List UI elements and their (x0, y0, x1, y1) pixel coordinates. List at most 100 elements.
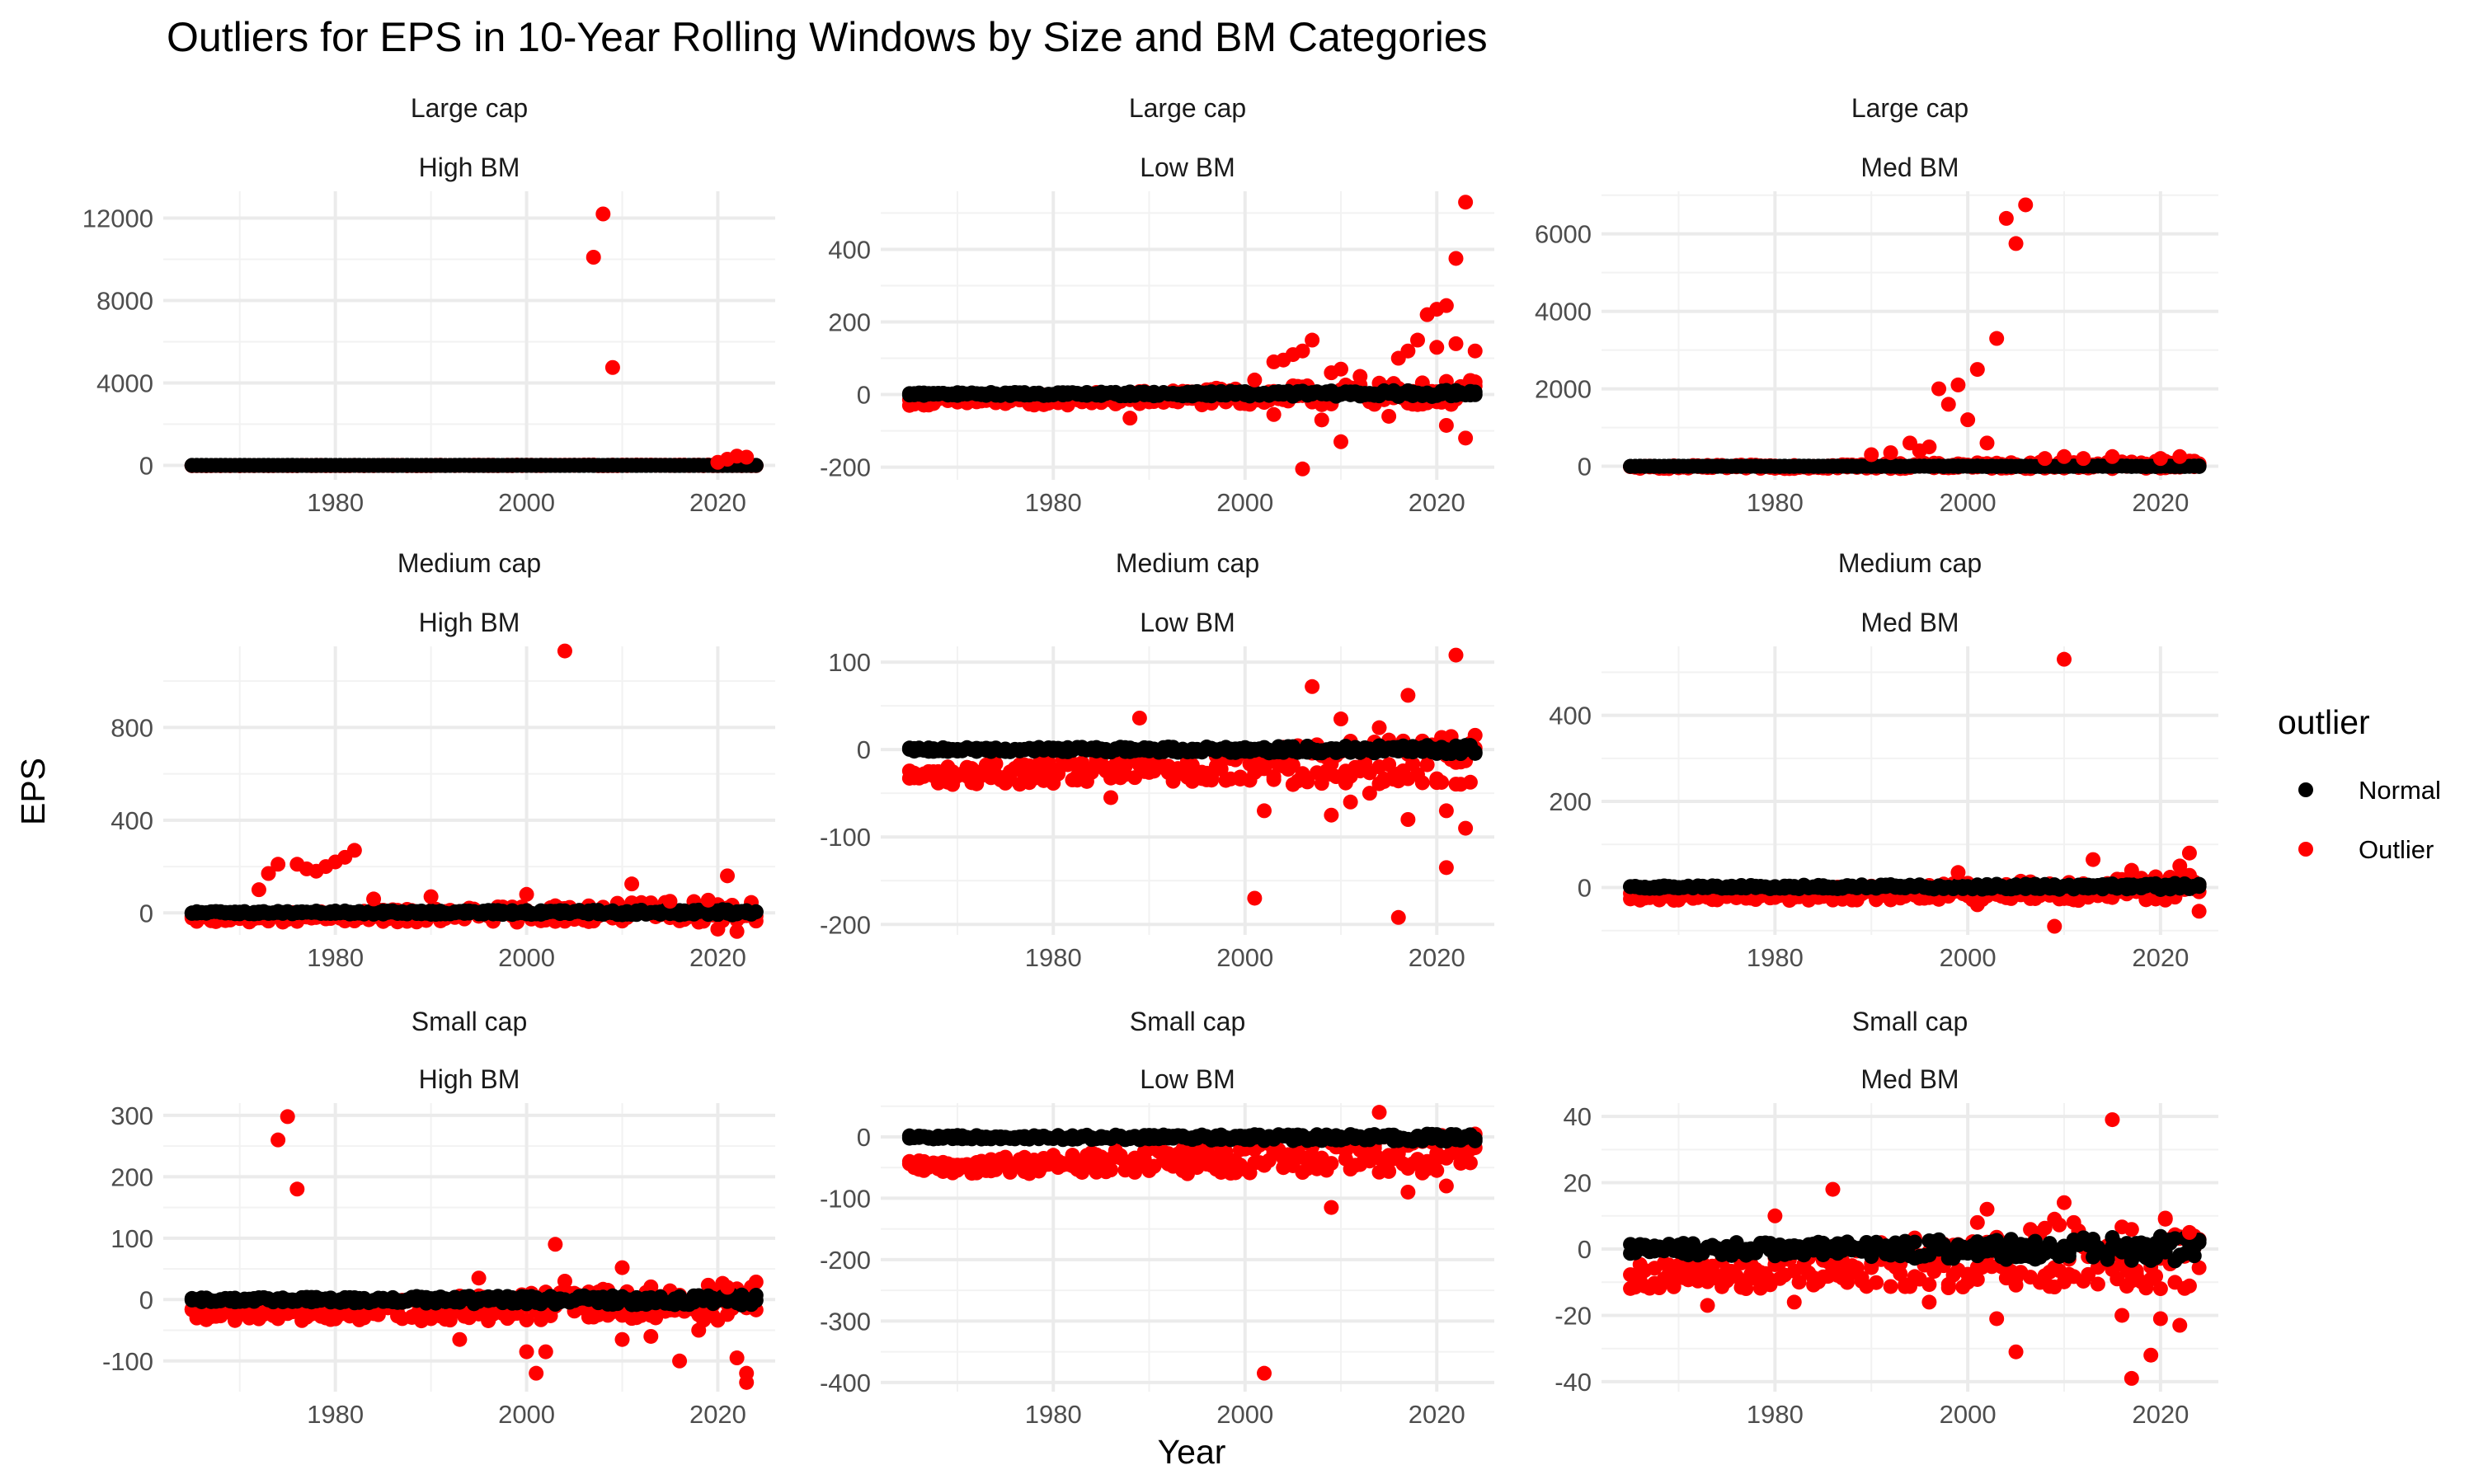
y-tick-label: 0 (139, 1285, 153, 1314)
x-tick-label: 2000 (498, 943, 555, 972)
facet-strip-size: Large cap (1129, 93, 1246, 123)
outlier-point (1458, 430, 1474, 446)
outlier-point (1969, 1271, 1985, 1287)
outlier-point (557, 1273, 572, 1289)
facet-strip-bm: Low BM (1140, 153, 1235, 182)
normal-point (2191, 876, 2207, 892)
outlier-point (1324, 1200, 1339, 1215)
outlier-point (2018, 197, 2034, 213)
x-tick-label: 2000 (1940, 943, 1997, 972)
normal-point (2191, 1234, 2207, 1250)
outlier-point (2191, 904, 2207, 919)
outlier-point (1305, 332, 1320, 348)
normal-point (748, 1293, 764, 1308)
outlier-point (251, 882, 266, 898)
y-tick-label: 20 (1564, 1169, 1592, 1198)
outlier-point (1666, 1279, 1681, 1294)
outlier-point (1324, 807, 1339, 823)
outlier-point (1276, 1160, 1291, 1176)
outlier-point (1381, 1163, 1397, 1179)
x-tick-label: 2020 (1409, 488, 1465, 517)
outlier-point (2105, 448, 2120, 464)
x-tick-label: 1980 (1747, 488, 1804, 517)
outlier-point (1462, 1155, 1478, 1171)
outlier-point (1940, 397, 1956, 412)
outlier-point (1869, 1275, 1884, 1290)
normal-point (1907, 1234, 1922, 1250)
x-tick-label: 2000 (1216, 943, 1273, 972)
facet-strip-bm: High BM (419, 1064, 520, 1094)
outlier-point (1266, 772, 1282, 787)
x-axis-title: Year (1158, 1433, 1226, 1471)
x-tick-label: 2020 (2132, 488, 2189, 517)
outlier-point (1213, 761, 1229, 777)
outlier-point (1429, 1162, 1445, 1178)
outlier-point (1324, 1156, 1339, 1172)
outlier-point (739, 449, 755, 465)
outlier-point (2047, 1211, 2062, 1227)
outlier-point (1989, 331, 2005, 346)
y-tick-label: -100 (102, 1347, 153, 1376)
outlier-point (1969, 897, 1985, 913)
x-tick-label: 2020 (2132, 943, 2189, 972)
outlier-point (1434, 774, 1450, 790)
outlier-point (662, 894, 678, 909)
legend: outlier Normal Outlier (2278, 703, 2441, 864)
outlier-point (2057, 651, 2072, 667)
x-tick-label: 2000 (498, 1400, 555, 1429)
y-tick-label: 4000 (1535, 298, 1592, 326)
facet-strip-bm: High BM (419, 608, 520, 637)
outlier-point (1257, 803, 1272, 819)
outlier-point (2114, 1308, 2130, 1323)
normal-point (1467, 1133, 1483, 1148)
y-tick-label: 300 (111, 1101, 153, 1130)
y-tick-label: 0 (139, 899, 153, 928)
outlier-point (1094, 1157, 1109, 1172)
x-tick-label: 2000 (1216, 1400, 1273, 1429)
outlier-point (1352, 369, 1368, 384)
y-tick-label: 0 (857, 1123, 871, 1152)
outlier-point (2008, 1344, 2024, 1360)
outlier-point (1921, 439, 1937, 455)
outlier-point (1419, 757, 1435, 773)
y-tick-label: 4000 (96, 369, 153, 398)
outlier-point (289, 857, 305, 872)
outlier-point (1883, 1279, 1898, 1294)
outlier-point (1352, 1157, 1368, 1172)
outlier-point (1333, 711, 1348, 727)
outlier-point (1979, 435, 1995, 451)
y-tick-label: 0 (1578, 453, 1592, 481)
outlier-point (270, 1132, 286, 1148)
outlier-point (1410, 332, 1425, 348)
outlier-point (1300, 774, 1315, 790)
facet-strip-size: Medium cap (1116, 548, 1259, 578)
outlier-point (1467, 343, 1483, 359)
outlier-point (1266, 406, 1282, 422)
outlier-point (2191, 1260, 2207, 1275)
y-tick-label: 400 (828, 235, 871, 264)
outlier-point (729, 923, 745, 939)
x-tick-label: 1980 (1747, 943, 1804, 972)
outlier-point (2181, 1278, 2197, 1294)
outlier-point (529, 1365, 544, 1381)
outlier-point (1285, 777, 1300, 792)
y-tick-label: 8000 (96, 287, 153, 316)
y-tick-label: 2000 (1535, 375, 1592, 404)
outlier-point (1141, 1162, 1157, 1178)
x-tick-label: 2020 (2132, 1400, 2189, 1429)
outlier-point (1767, 1208, 1783, 1223)
y-tick-label: 40 (1564, 1102, 1592, 1131)
outlier-point (1314, 412, 1329, 428)
facet-strip-bm: Med BM (1860, 608, 1959, 637)
outlier-point (2152, 1281, 2168, 1297)
x-tick-label: 2020 (689, 488, 746, 517)
outlier-point (1998, 210, 2014, 226)
y-tick-label: 12000 (82, 204, 153, 233)
point-cluster (901, 1105, 1483, 1381)
point-cluster (1623, 651, 2207, 934)
outlier-point (1950, 377, 1966, 392)
